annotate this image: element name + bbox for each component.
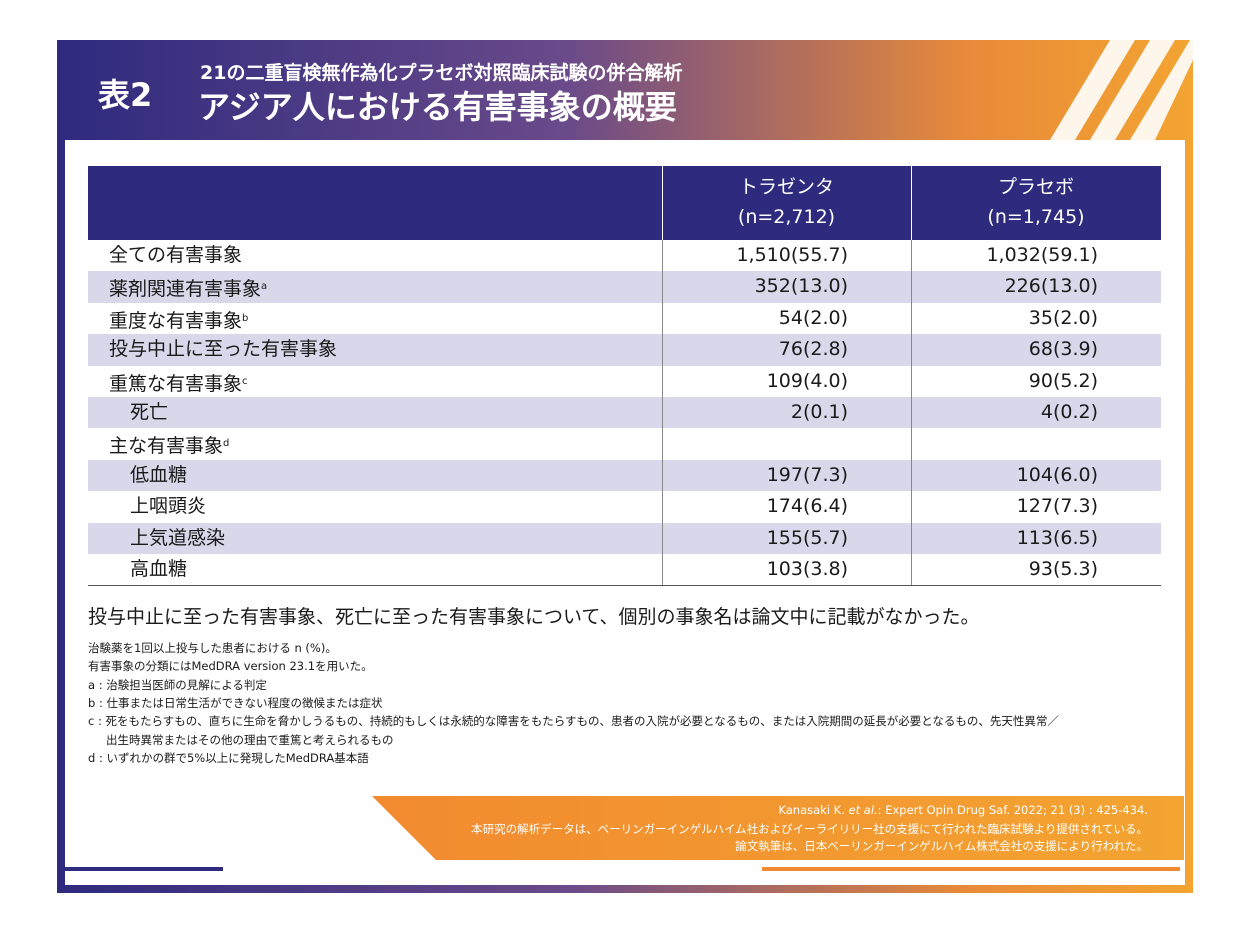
column-header: トラゼンタ (n=2,712) — [662, 172, 911, 232]
cell-value: 109(4.0) — [766, 369, 848, 392]
cell-value: 68(3.9) — [1028, 338, 1098, 361]
label-text: 主な有害事象 — [109, 435, 224, 458]
row-label: 死亡 — [130, 397, 168, 428]
row-label: 低血糖 — [130, 460, 187, 491]
label-text: 薬剤関連有害事象 — [109, 278, 262, 301]
row-label: 主な有害事象d — [109, 428, 229, 462]
cell-value: 197(7.3) — [766, 463, 848, 486]
footnote-mark: c — [242, 375, 248, 387]
author: Kanasaki K. — [778, 803, 845, 817]
title: アジア人における有害事象の概要 — [198, 88, 677, 126]
row-label: 薬剤関連有害事象a — [109, 271, 267, 305]
cell-value: 1,510(55.7) — [736, 244, 848, 266]
label-text: 重篤な有害事象 — [109, 372, 243, 395]
footnote: 出生時異常またはその他の理由で重篤と考えられるもの — [106, 732, 394, 747]
cell-value: 174(6.4) — [766, 495, 848, 518]
cell-value: 90(5.2) — [1028, 369, 1098, 392]
rule-left — [65, 867, 223, 871]
footnote-mark: a — [261, 281, 268, 293]
et-al: et al. — [848, 803, 878, 817]
cell-value: 35(2.0) — [1028, 306, 1098, 329]
cell-value: 352(13.0) — [754, 275, 848, 298]
row-label: 重度な有害事象b — [109, 303, 248, 337]
footnote-mark: d — [223, 438, 230, 450]
source: : Expert Opin Drug Saf. 2022; 21 (3) : 4… — [877, 803, 1148, 817]
label-text: 低血糖 — [130, 463, 188, 486]
note: 投与中止に至った有害事象、死亡に至った有害事象について、個別の事象名は論文中に記… — [88, 606, 980, 628]
column-n: (n=2,712) — [737, 206, 836, 228]
table-row: 全ての有害事象 1,510(55.7) 1,032(59.1) — [88, 240, 1161, 272]
label-text: 死亡 — [130, 401, 169, 423]
footnote-mark: b — [242, 312, 249, 324]
cell-value: 127(7.3) — [1016, 495, 1098, 518]
rule-right — [762, 867, 1180, 871]
table-row: 重度な有害事象b 54(2.0) 35(2.0) — [88, 302, 1161, 337]
citation-line: 本研究の解析データは、ベーリンガーインゲルハイム社およびイーライリリー社の支援に… — [471, 822, 1148, 836]
footnote: d : いずれかの群で5%以上に発現したMedDRA基本語 — [88, 750, 369, 765]
row-label: 投与中止に至った有害事象 — [109, 334, 337, 365]
cell-value: 93(5.3) — [1028, 558, 1098, 580]
stripes — [1050, 40, 1193, 140]
header-row — [88, 166, 1161, 240]
footnote: 有害事象の分類にはMedDRA version 23.1を用いた。 — [88, 659, 373, 674]
column-divider — [662, 166, 663, 240]
column-header: プラセボ (n=1,745) — [911, 172, 1161, 232]
label-text: 全ての有害事象 — [109, 244, 243, 266]
row-label: 重篤な有害事象c — [109, 366, 248, 400]
table-row: 上咽頭炎 174(6.4) 127(7.3) — [88, 491, 1161, 523]
label-text: 上咽頭炎 — [130, 495, 207, 518]
subtitle: 21の二重盲検無作為化プラセボ対照臨床試験の併合解析 — [200, 62, 683, 84]
table-row: 上気道感染 155(5.7) 113(6.5) — [88, 522, 1161, 554]
footnote: c : 死をもたらすもの、直ちに生命を脅かしうるもの、持続的もしくは永続的な障害… — [88, 714, 1059, 729]
column-divider — [911, 240, 912, 586]
table-row: 薬剤関連有害事象a 352(13.0) 226(13.0) — [88, 271, 1161, 305]
cell-value: 1,032(59.1) — [986, 244, 1098, 266]
label-text: 上気道感染 — [130, 526, 226, 549]
table-bottom — [88, 585, 1161, 587]
cell-value: 76(2.8) — [778, 338, 848, 361]
label-text: 重度な有害事象 — [109, 309, 243, 332]
cell-value: 2(0.1) — [790, 401, 848, 423]
cell-value: 226(13.0) — [1004, 275, 1098, 298]
cell-value: 155(5.7) — [766, 526, 848, 549]
table-row: 重篤な有害事象c 109(4.0) 90(5.2) — [88, 365, 1161, 400]
citation-ref: Kanasaki K. et al.: Expert Opin Drug Saf… — [778, 803, 1148, 817]
footnote: b : 仕事または日常生活ができない程度の徴候または症状 — [88, 695, 383, 710]
row-label: 上咽頭炎 — [130, 491, 206, 522]
row-label: 高血糖 — [130, 554, 187, 585]
table-row: 死亡 2(0.1) 4(0.2) — [88, 397, 1161, 429]
table-row: 高血糖 103(3.8) 93(5.3) — [88, 554, 1161, 586]
cell-value: 113(6.5) — [1016, 526, 1098, 549]
label-text: 投与中止に至った有害事象 — [109, 338, 338, 361]
table-label: 表2 — [98, 76, 153, 114]
cell-value: 54(2.0) — [778, 306, 848, 329]
footnote: a : 治験担当医師の見解による判定 — [88, 677, 267, 692]
citation: Kanasaki K. et al.: Expert Opin Drug Saf… — [372, 796, 1184, 860]
column-divider — [911, 166, 912, 240]
cell-value: 103(3.8) — [766, 558, 848, 580]
row-label: 全ての有害事象 — [109, 240, 242, 271]
column-name: トラゼンタ — [738, 176, 834, 198]
column-name: プラセボ — [997, 176, 1074, 198]
label-text: 高血糖 — [130, 558, 188, 580]
column-n: (n=1,745) — [987, 206, 1085, 228]
cell-value: 4(0.2) — [1040, 401, 1098, 423]
table: トラゼンタ (n=2,712) プラセボ (n=1,745) 全ての有害事象 1,510(… — [88, 166, 1161, 587]
table-row: 投与中止に至った有害事象 76(2.8) 68(3.9) — [88, 334, 1161, 366]
citation-line: 論文執筆は、日本ベーリンガーインゲルハイム株式会社の支援により行われた。 — [735, 839, 1148, 853]
table-row: 低血糖 197(7.3) 104(6.0) — [88, 459, 1161, 492]
column-divider — [662, 240, 663, 586]
table-row: 主な有害事象d — [88, 428, 1161, 462]
cell-value: 104(6.0) — [1016, 463, 1098, 486]
row-label: 上気道感染 — [130, 523, 225, 554]
footnote: 治験薬を1回以上投与した患者における n (%)。 — [88, 641, 337, 655]
